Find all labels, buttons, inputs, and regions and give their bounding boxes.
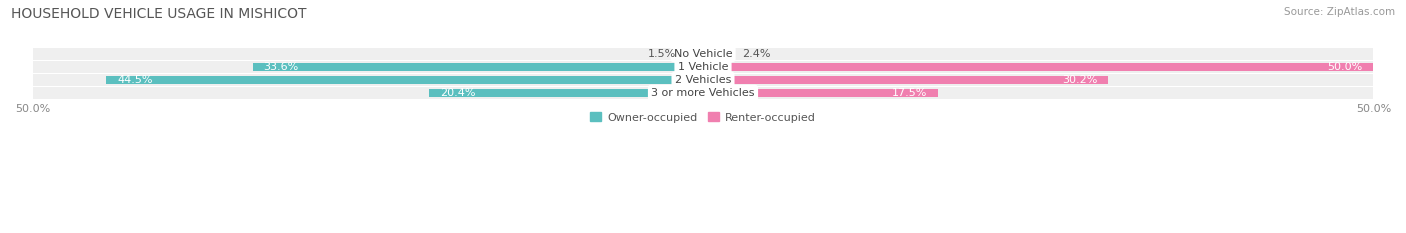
Text: 20.4%: 20.4% <box>440 88 475 98</box>
Bar <box>703 74 1374 86</box>
Bar <box>32 61 703 73</box>
Bar <box>32 87 703 99</box>
Bar <box>32 48 703 60</box>
Bar <box>703 61 1374 73</box>
Text: 44.5%: 44.5% <box>117 75 153 85</box>
Text: 30.2%: 30.2% <box>1062 75 1097 85</box>
Bar <box>703 87 1374 99</box>
Bar <box>253 63 703 71</box>
Bar <box>703 63 1374 71</box>
Legend: Owner-occupied, Renter-occupied: Owner-occupied, Renter-occupied <box>586 108 820 127</box>
Bar <box>703 48 1374 60</box>
Bar <box>703 50 735 58</box>
Bar <box>703 76 1108 84</box>
Bar <box>429 89 703 97</box>
Bar <box>703 89 938 97</box>
Text: 3 or more Vehicles: 3 or more Vehicles <box>651 88 755 98</box>
Bar <box>683 50 703 58</box>
Text: 2 Vehicles: 2 Vehicles <box>675 75 731 85</box>
Text: HOUSEHOLD VEHICLE USAGE IN MISHICOT: HOUSEHOLD VEHICLE USAGE IN MISHICOT <box>11 7 307 21</box>
Text: 2.4%: 2.4% <box>742 49 770 59</box>
Bar <box>107 76 703 84</box>
Text: 50.0%: 50.0% <box>1327 62 1362 72</box>
Text: 33.6%: 33.6% <box>263 62 298 72</box>
Text: No Vehicle: No Vehicle <box>673 49 733 59</box>
Text: 1 Vehicle: 1 Vehicle <box>678 62 728 72</box>
Text: 1.5%: 1.5% <box>648 49 676 59</box>
Bar <box>32 74 703 86</box>
Text: 17.5%: 17.5% <box>891 88 927 98</box>
Text: Source: ZipAtlas.com: Source: ZipAtlas.com <box>1284 7 1395 17</box>
